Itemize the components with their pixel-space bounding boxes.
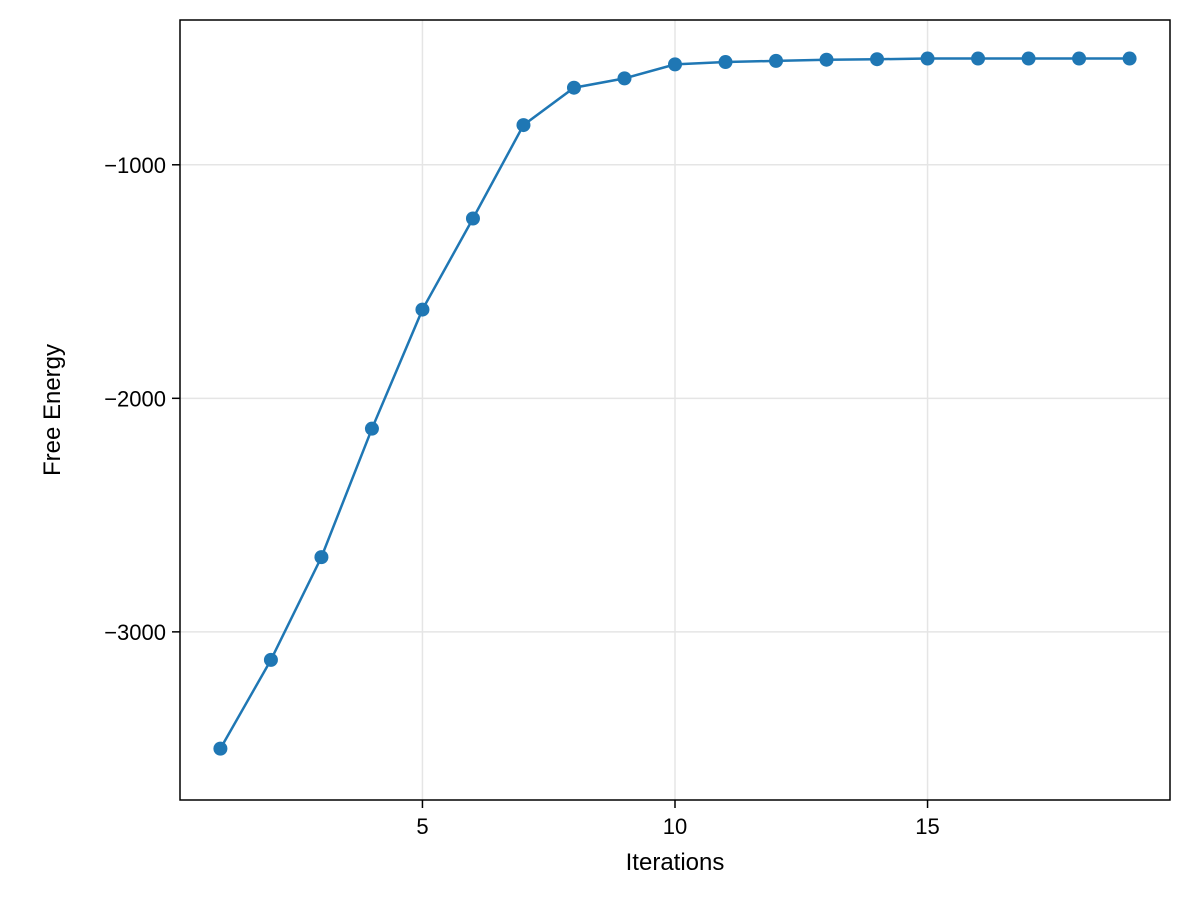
data-point (769, 54, 783, 68)
data-point (668, 57, 682, 71)
y-axis-label: Free Energy (39, 344, 66, 476)
data-point (719, 55, 733, 69)
data-point (516, 118, 530, 132)
data-point (921, 52, 935, 66)
x-tick-label: 10 (663, 814, 687, 839)
data-point (1022, 52, 1036, 66)
data-point (1123, 52, 1137, 66)
data-point (466, 212, 480, 226)
line-chart: 5 10 15 −3000 −2000 −1000 Iterations Free Energ… (0, 0, 1200, 900)
data-point (567, 81, 581, 95)
data-point (365, 422, 379, 436)
y-tick-label: −2000 (104, 386, 166, 411)
data-point (415, 303, 429, 317)
data-point (1072, 52, 1086, 66)
data-point (971, 52, 985, 66)
y-tick-label: −1000 (104, 153, 166, 178)
y-tick-label: −3000 (104, 620, 166, 645)
data-point (314, 550, 328, 564)
data-point (264, 653, 278, 667)
x-axis-label: Iterations (626, 849, 725, 876)
data-point (870, 52, 884, 66)
data-point (213, 742, 227, 756)
x-tick-label: 5 (416, 814, 428, 839)
data-point (820, 53, 834, 67)
x-tick-label: 15 (915, 814, 939, 839)
chart-container: 5 10 15 −3000 −2000 −1000 Iterations Free Energ… (0, 0, 1200, 900)
data-point (617, 71, 631, 85)
